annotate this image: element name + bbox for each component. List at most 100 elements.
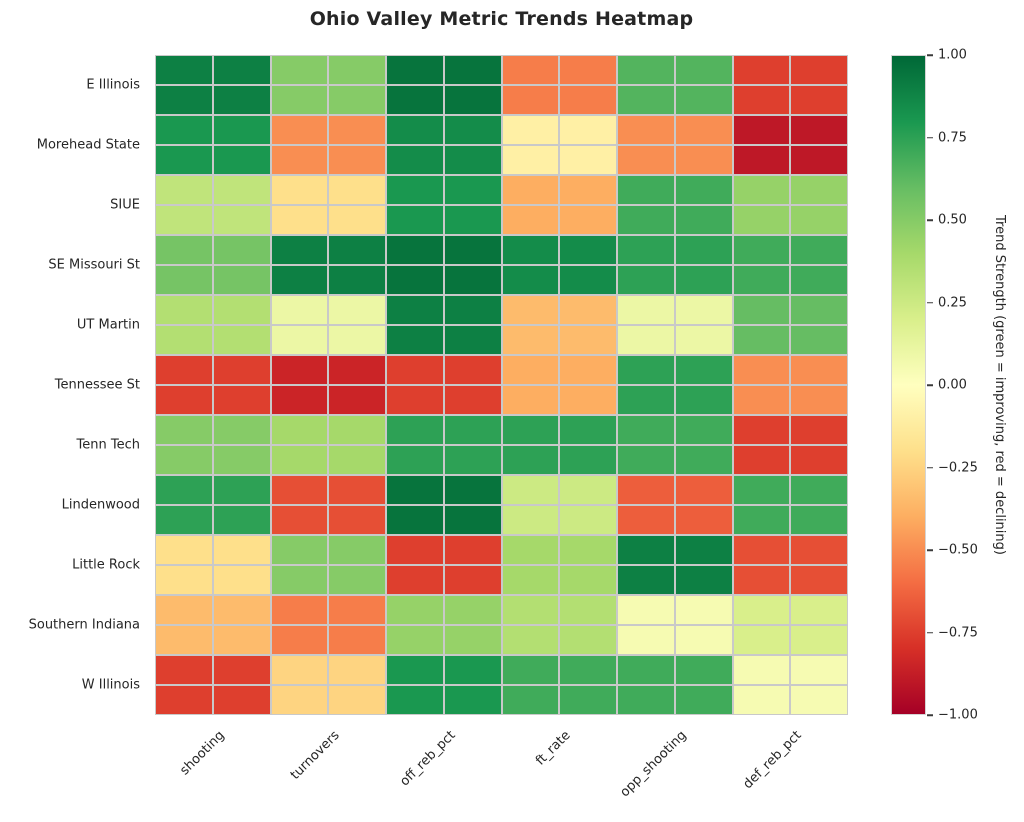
- heatmap-cell: [560, 326, 616, 354]
- heatmap-cell: [733, 626, 790, 654]
- heatmap-cell: [329, 86, 385, 114]
- heatmap-cell: [675, 446, 732, 474]
- heatmap-cell: [791, 326, 847, 354]
- heatmap-cell: [156, 146, 212, 174]
- heatmap-cell: [733, 236, 790, 264]
- heatmap-cell: [502, 506, 559, 534]
- heatmap-cell: [387, 626, 443, 654]
- heatmap-cell: [387, 326, 443, 354]
- heatmap-cell: [791, 236, 847, 264]
- heatmap-cell: [560, 446, 616, 474]
- heatmap-cell: [733, 116, 790, 144]
- colorbar-tick-label: 0.50: [938, 212, 967, 228]
- heatmap-cell: [271, 476, 328, 504]
- heatmap-cell: [502, 386, 559, 414]
- heatmap-cell: [618, 506, 674, 534]
- heatmap-cell: [560, 266, 616, 294]
- heatmap-cell: [675, 86, 732, 114]
- heatmap-cell: [502, 206, 559, 234]
- heatmap-cell: [502, 266, 559, 294]
- heatmap-cell: [502, 596, 559, 624]
- colorbar-tick-mark: [927, 54, 933, 56]
- chart-title: Ohio Valley Metric Trends Heatmap: [309, 8, 694, 30]
- heatmap-cell: [560, 656, 616, 684]
- heatmap-cell: [502, 536, 559, 564]
- heatmap-cell: [791, 506, 847, 534]
- heatmap-cell: [560, 176, 616, 204]
- heatmap-cell: [502, 566, 559, 594]
- heatmap-cell: [156, 506, 212, 534]
- heatmap-cell: [791, 446, 847, 474]
- heatmap-cell: [329, 596, 385, 624]
- heatmap-cell: [213, 86, 270, 114]
- heatmap-cell: [791, 596, 847, 624]
- heatmap-cell: [387, 656, 443, 684]
- heatmap-cell: [618, 296, 674, 324]
- heatmap-cell: [791, 656, 847, 684]
- heatmap-cell: [156, 236, 212, 264]
- colorbar-tick-mark: [927, 714, 933, 716]
- colorbar-tick-mark: [927, 466, 933, 469]
- heatmap-cell: [444, 536, 501, 564]
- heatmap-cell: [791, 626, 847, 654]
- heatmap-cell: [618, 206, 674, 234]
- heatmap-cell: [387, 476, 443, 504]
- heatmap-grid: [155, 55, 848, 715]
- heatmap-cell: [733, 356, 790, 384]
- heatmap-cell: [444, 416, 501, 444]
- heatmap-cell: [213, 596, 270, 624]
- heatmap-cell: [502, 446, 559, 474]
- heatmap-cell: [271, 176, 328, 204]
- heatmap-cell: [329, 656, 385, 684]
- heatmap-cell: [502, 296, 559, 324]
- heatmap-cell: [271, 326, 328, 354]
- heatmap-cell: [502, 656, 559, 684]
- y-tick-label: Lindenwood: [61, 497, 140, 513]
- heatmap-cell: [444, 446, 501, 474]
- heatmap-cell: [791, 356, 847, 384]
- heatmap-cell: [444, 656, 501, 684]
- heatmap-cell: [271, 656, 328, 684]
- heatmap-cell: [675, 596, 732, 624]
- colorbar-tick-mark: [927, 136, 933, 139]
- heatmap-cell: [560, 476, 616, 504]
- heatmap-cell: [271, 416, 328, 444]
- heatmap-cell: [156, 266, 212, 294]
- heatmap-cell: [329, 416, 385, 444]
- y-tick-label: Tennessee St: [54, 377, 140, 393]
- heatmap-cell: [791, 86, 847, 114]
- heatmap-cell: [444, 476, 501, 504]
- heatmap-cell: [444, 386, 501, 414]
- colorbar-tick-mark: [927, 631, 933, 634]
- heatmap-cell: [560, 566, 616, 594]
- heatmap-cell: [791, 176, 847, 204]
- heatmap-cell: [560, 626, 616, 654]
- y-tick-label: SIUE: [110, 197, 140, 213]
- heatmap-cell: [329, 476, 385, 504]
- heatmap-cell: [213, 116, 270, 144]
- heatmap-cell: [387, 146, 443, 174]
- heatmap-cell: [271, 116, 328, 144]
- heatmap-cell: [444, 506, 501, 534]
- colorbar-tick-mark: [927, 301, 933, 304]
- heatmap-cell: [329, 176, 385, 204]
- heatmap-cell: [733, 206, 790, 234]
- heatmap-cell: [560, 86, 616, 114]
- heatmap-cell: [502, 476, 559, 504]
- heatmap-cell: [791, 386, 847, 414]
- heatmap-cell: [733, 416, 790, 444]
- heatmap-cell: [675, 116, 732, 144]
- heatmap-cell: [560, 686, 616, 714]
- heatmap-cell: [213, 416, 270, 444]
- heatmap-cell: [213, 506, 270, 534]
- heatmap-cell: [733, 86, 790, 114]
- heatmap-cell: [387, 206, 443, 234]
- heatmap-cell: [271, 266, 328, 294]
- heatmap-cell: [329, 686, 385, 714]
- heatmap-cell: [733, 296, 790, 324]
- heatmap-cell: [387, 386, 443, 414]
- heatmap-cell: [502, 356, 559, 384]
- heatmap-cell: [733, 656, 790, 684]
- heatmap-cell: [329, 56, 385, 84]
- heatmap-cell: [444, 146, 501, 174]
